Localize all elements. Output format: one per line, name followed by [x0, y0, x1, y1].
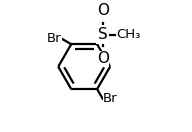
- Text: O: O: [97, 51, 109, 66]
- Text: Br: Br: [46, 32, 61, 45]
- Text: CH₃: CH₃: [116, 28, 141, 41]
- Text: O: O: [97, 3, 109, 18]
- Text: S: S: [98, 27, 108, 42]
- Text: Br: Br: [103, 92, 118, 105]
